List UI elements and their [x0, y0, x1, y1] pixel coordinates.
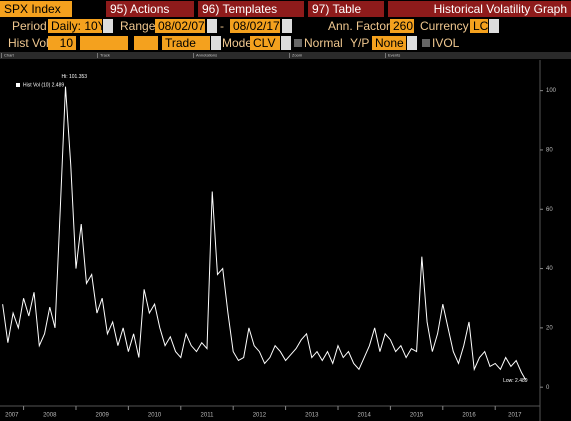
checkbox[interactable]	[294, 39, 302, 47]
y-tick-label: 100	[546, 88, 557, 94]
start-date[interactable]: 08/02/07	[155, 19, 205, 33]
chart-tab: Track	[100, 53, 110, 58]
calendar[interactable]	[207, 19, 217, 33]
y-tick-label: 60	[546, 207, 553, 213]
annotation: Hi: 101.353	[62, 74, 88, 80]
y-tick-label: 20	[546, 325, 553, 331]
chart-tab: Annotations	[196, 53, 217, 58]
currency-field[interactable]: LCL	[470, 19, 495, 33]
label: Currency	[420, 19, 469, 33]
x-tick-label: 2017	[508, 413, 522, 419]
label: IVOL	[432, 36, 460, 50]
end-date[interactable]: 08/02/17	[230, 19, 280, 33]
tab-separator	[385, 53, 386, 58]
chart-tab: Zoom	[292, 53, 303, 58]
field[interactable]	[80, 36, 128, 50]
x-tick-label: 2015	[410, 413, 424, 419]
label: Hist Vol	[8, 36, 49, 50]
tab-separator	[193, 53, 194, 58]
y-tick-label: 40	[546, 266, 553, 272]
yp-field[interactable]: None	[372, 36, 406, 50]
chart-tab: Chart	[4, 53, 15, 58]
tab-separator	[97, 53, 98, 58]
table-button[interactable]: 97) Table	[308, 1, 384, 17]
x-tick-label: 2013	[305, 413, 319, 419]
period-field[interactable]: Daily: 10Y	[48, 19, 106, 33]
label: Ann. Factor	[328, 19, 391, 33]
chart-toolbar	[0, 52, 571, 59]
label: Y/P	[350, 36, 370, 50]
calendar[interactable]	[282, 19, 292, 33]
chart-tab: Events	[388, 53, 400, 58]
x-tick-label: 2011	[201, 413, 215, 419]
ann-factor[interactable]: 260	[390, 19, 414, 33]
model-field[interactable]: CLV	[250, 36, 280, 50]
dropdown[interactable]	[407, 36, 417, 50]
trade-field[interactable]: Trade	[162, 36, 210, 50]
x-tick-label: 2010	[148, 413, 162, 419]
histvol-field[interactable]: 10	[48, 36, 76, 50]
dropdown[interactable]	[103, 19, 113, 33]
label: Period	[12, 19, 47, 33]
label: Range	[120, 19, 156, 33]
tab-separator	[1, 53, 2, 58]
actions-menu[interactable]: 95) Actions	[106, 1, 194, 17]
dropdown[interactable]	[281, 36, 291, 50]
x-tick-label: 2009	[96, 413, 110, 419]
label: -	[220, 19, 224, 33]
x-tick-label: 2012	[253, 413, 267, 419]
dropdown[interactable]	[211, 36, 221, 50]
templates-menu[interactable]: 96) Templates	[198, 1, 304, 17]
x-tick-label: 2008	[43, 413, 57, 419]
y-tick-label: 0	[546, 385, 550, 391]
legend-value: 2.489	[52, 83, 65, 89]
x-tick-label: 2007	[5, 413, 19, 419]
label: Normal	[304, 36, 343, 50]
legend-swatch	[16, 83, 20, 87]
legend-label: Hist Vol (10) 2.489	[23, 83, 64, 89]
checkbox[interactable]	[422, 39, 430, 47]
dropdown[interactable]	[489, 19, 499, 33]
ticker[interactable]: SPX Index	[0, 1, 72, 17]
y-tick-label: 80	[546, 148, 553, 154]
tab-separator	[289, 53, 290, 58]
label: Model	[222, 36, 255, 50]
annotation: Low: 2.489	[503, 378, 528, 384]
legend-name: Hist Vol (10)	[23, 83, 51, 89]
x-tick-label: 2014	[358, 413, 372, 419]
field[interactable]	[134, 36, 158, 50]
page-title: Historical Volatility Graph	[388, 1, 571, 17]
line	[2, 86, 527, 381]
x-tick-label: 2016	[462, 413, 476, 419]
